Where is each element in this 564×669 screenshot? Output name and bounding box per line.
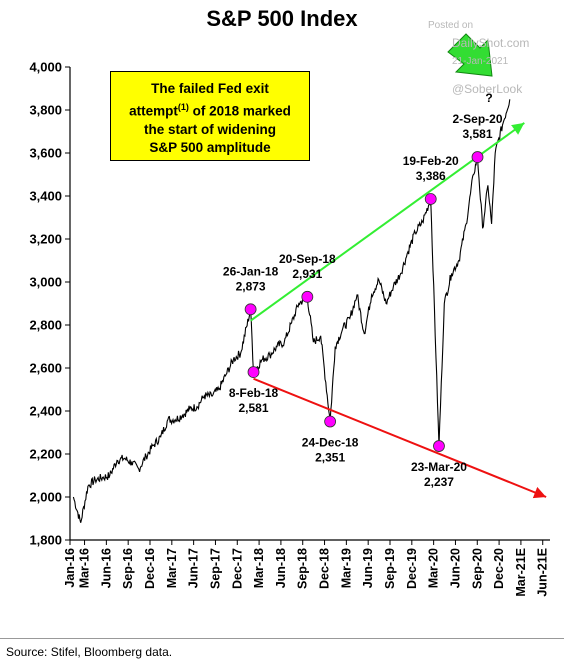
x-tick-label: Mar-18	[252, 548, 266, 588]
green-arrow-icon	[447, 33, 493, 77]
annotation-value: 3,386	[416, 169, 446, 183]
x-tick-label: Dec-18	[318, 548, 332, 589]
annotation-date: 2-Sep-20	[452, 112, 502, 126]
peak-trough-marker	[301, 290, 314, 303]
peak-trough-marker	[424, 193, 437, 205]
annotation-value: 3,581	[462, 127, 492, 141]
y-tick-label: 3,400	[29, 189, 62, 204]
x-tick-label: Mar-21E	[514, 548, 528, 597]
annotation-value: 2,873	[236, 279, 266, 293]
x-tick-label: Dec-16	[143, 548, 157, 589]
y-tick-label: 2,000	[29, 490, 62, 505]
watermark-date: 21-Jan-2021	[452, 56, 509, 67]
callout-line-1: The failed Fed exit	[151, 81, 269, 96]
callout-footnote: (1)	[177, 102, 189, 112]
x-tick-label: Jun-18	[274, 548, 288, 588]
x-tick-label: Jun-17	[187, 548, 201, 588]
y-tick-label: 3,800	[29, 103, 62, 118]
watermark-site: DailyShot.com	[452, 36, 530, 50]
downtrend-arrow	[253, 377, 547, 499]
x-tick-label: Mar-20	[427, 548, 441, 588]
annotation-date: 8-Feb-18	[229, 386, 279, 400]
callout-line-3: the start of widening	[143, 121, 276, 137]
x-tick-label: Jun-21E	[536, 548, 550, 597]
x-tick-label: Mar-17	[165, 548, 179, 588]
peak-trough-marker	[433, 440, 445, 452]
peak-trough-marker	[247, 366, 260, 378]
x-tick-label: Sep-17	[208, 548, 222, 589]
annotation-date: 24-Dec-18	[302, 436, 359, 450]
peak-trough-marker	[324, 415, 337, 428]
y-tick-label: 3,200	[29, 232, 62, 247]
callout-line-2b: of 2018 marked	[188, 103, 291, 119]
y-tick-label: 1,800	[29, 533, 62, 548]
y-tick-label: 2,800	[29, 318, 62, 333]
x-tick-label: Jun-16	[99, 548, 113, 588]
annotation-value: 2,351	[315, 451, 345, 465]
annotation-date: 19-Feb-20	[403, 154, 459, 168]
x-tick-label: Dec-20	[492, 548, 506, 589]
x-tick-label: Jan-16	[63, 548, 77, 588]
watermark-handle: @SoberLook	[452, 82, 523, 96]
x-tick-label: Sep-19	[383, 548, 397, 589]
series-line	[72, 99, 511, 523]
chart-title: S&P 500 Index	[206, 6, 358, 31]
callout-line-2: attempt(1) of 2018 marked	[111, 98, 309, 121]
annotation-value: 2,931	[292, 267, 322, 281]
y-tick-label: 3,600	[29, 146, 62, 161]
x-tick-label: Mar-16	[78, 548, 92, 588]
annotation-date: 26-Jan-18	[223, 264, 279, 278]
x-tick-label: Sep-18	[296, 548, 310, 589]
source-note: Source: Stifel, Bloomberg data.	[6, 645, 173, 659]
footer-divider	[0, 638, 564, 639]
annotation-date: 23-Mar-20	[411, 460, 467, 474]
y-tick-label: 2,400	[29, 404, 62, 419]
annotation-date: 20-Sep-18	[279, 252, 336, 266]
x-tick-label: Dec-19	[405, 548, 419, 589]
x-tick-label: Dec-17	[230, 548, 244, 589]
peak-trough-marker	[471, 151, 484, 163]
annotation-value: 2,237	[424, 475, 454, 489]
watermark-posted: Posted on	[428, 20, 474, 31]
question-mark: ?	[485, 91, 492, 105]
x-tick-label: Jun-19	[361, 548, 375, 588]
x-tick-label: Mar-19	[339, 548, 353, 588]
x-tick-label: Jun-20	[448, 548, 462, 588]
callout-line-2a: attempt	[129, 103, 178, 119]
callout-box: The failed Fed exit attempt(1) of 2018 m…	[110, 71, 310, 161]
annotation-value: 2,581	[238, 401, 268, 415]
y-tick-label: 2,600	[29, 361, 62, 376]
y-tick-label: 4,000	[29, 60, 62, 75]
peak-trough-marker	[244, 303, 257, 316]
x-tick-label: Sep-16	[121, 548, 135, 589]
y-tick-label: 3,000	[29, 275, 62, 290]
callout-line-4: S&P 500 amplitude	[149, 139, 271, 155]
x-tick-label: Sep-20	[470, 548, 484, 589]
y-tick-label: 2,200	[29, 447, 62, 462]
